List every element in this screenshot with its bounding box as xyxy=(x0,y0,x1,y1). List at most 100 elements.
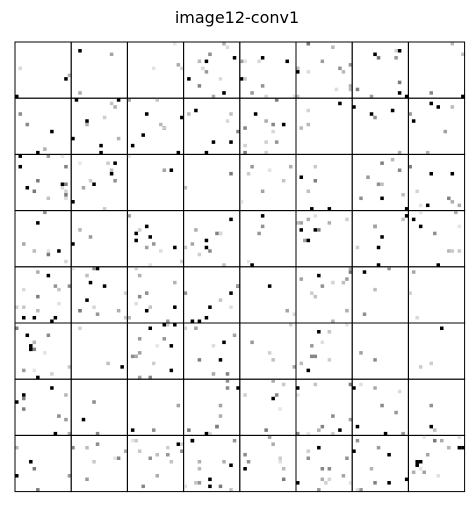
feature-map-2-6 xyxy=(351,153,409,212)
tile-border xyxy=(126,378,185,436)
tile-border xyxy=(351,97,409,155)
activation-pixel xyxy=(109,101,114,106)
activation-pixel xyxy=(461,94,465,99)
activation-pixel xyxy=(29,344,33,348)
activation-pixel xyxy=(81,186,86,190)
activation-pixel xyxy=(432,231,437,236)
activation-pixel xyxy=(43,210,47,215)
activation-pixel xyxy=(306,108,311,113)
tile-border xyxy=(183,378,241,436)
activation-pixel xyxy=(43,147,47,151)
activation-pixel xyxy=(380,196,384,201)
activation-pixel xyxy=(429,403,433,408)
activation-pixel xyxy=(292,94,296,99)
activation-pixel xyxy=(180,449,184,453)
activation-pixel xyxy=(415,463,419,468)
activation-pixel xyxy=(218,403,223,408)
activation-pixel xyxy=(204,431,209,436)
activation-pixel xyxy=(243,59,247,64)
activation-pixel xyxy=(25,122,30,127)
activation-pixel xyxy=(229,217,233,222)
feature-map-7-4 xyxy=(239,434,297,493)
activation-pixel xyxy=(57,301,61,306)
feature-map-6-6 xyxy=(351,378,409,436)
activation-pixel xyxy=(208,431,212,436)
activation-pixel xyxy=(313,354,318,359)
activation-pixel xyxy=(418,365,423,369)
activation-pixel xyxy=(260,214,265,218)
activation-pixel xyxy=(137,337,142,341)
activation-pixel xyxy=(95,266,100,271)
activation-pixel xyxy=(334,87,339,92)
activation-pixel xyxy=(173,42,177,46)
activation-pixel xyxy=(95,442,100,446)
activation-pixel xyxy=(36,375,40,380)
activation-pixel xyxy=(85,445,89,450)
activation-pixel xyxy=(397,150,402,155)
activation-pixel xyxy=(201,66,205,71)
activation-pixel xyxy=(355,424,360,429)
activation-pixel xyxy=(208,305,212,309)
activation-pixel xyxy=(50,372,54,376)
tile-border xyxy=(239,210,297,268)
activation-pixel xyxy=(450,105,455,109)
activation-pixel xyxy=(204,315,209,320)
activation-pixel xyxy=(236,129,240,134)
activation-pixel xyxy=(22,396,26,401)
activation-pixel xyxy=(359,382,363,387)
activation-pixel xyxy=(50,386,54,390)
tile-border xyxy=(126,153,185,212)
activation-pixel xyxy=(130,143,135,148)
activation-pixel xyxy=(71,136,75,141)
activation-pixel xyxy=(116,308,121,313)
activation-pixel xyxy=(306,217,311,222)
activation-pixel xyxy=(208,52,212,57)
activation-pixel xyxy=(327,467,332,471)
activation-pixel xyxy=(320,477,325,482)
activation-pixel xyxy=(127,154,131,158)
activation-pixel xyxy=(408,164,412,169)
activation-pixel xyxy=(341,474,346,478)
activation-pixel xyxy=(120,365,124,369)
activation-pixel xyxy=(197,358,202,362)
activation-pixel xyxy=(190,242,195,246)
activation-pixel xyxy=(113,178,117,183)
activation-pixel xyxy=(401,193,405,197)
activation-pixel xyxy=(306,368,311,373)
activation-pixel xyxy=(306,238,311,243)
activation-pixel xyxy=(348,382,353,387)
activation-pixel xyxy=(36,221,40,225)
activation-pixel xyxy=(236,284,240,288)
activation-pixel xyxy=(320,340,325,345)
feature-map-7-2 xyxy=(126,434,185,493)
activation-pixel xyxy=(57,249,61,253)
activation-pixel xyxy=(447,445,451,450)
feature-map-1-3 xyxy=(183,97,241,155)
activation-pixel xyxy=(401,217,405,222)
activation-pixel xyxy=(373,287,377,292)
activation-pixel xyxy=(53,284,58,288)
tile-border xyxy=(126,266,185,324)
activation-pixel xyxy=(359,196,363,201)
activation-pixel xyxy=(232,56,237,60)
activation-pixel xyxy=(317,428,321,432)
activation-pixel xyxy=(306,431,311,436)
activation-pixel xyxy=(288,323,293,327)
activation-pixel xyxy=(229,291,233,295)
activation-pixel xyxy=(116,136,121,141)
activation-pixel xyxy=(366,175,370,179)
feature-map-3-6 xyxy=(351,210,409,268)
feature-map-5-3 xyxy=(183,322,241,380)
feature-map-3-1 xyxy=(70,210,128,268)
activation-pixel xyxy=(415,189,419,194)
tile-border xyxy=(407,266,466,324)
tile-border xyxy=(351,266,409,324)
activation-pixel xyxy=(306,456,311,460)
activation-pixel xyxy=(46,333,51,338)
activation-pixel xyxy=(229,305,233,309)
activation-pixel xyxy=(130,428,135,432)
activation-pixel xyxy=(345,277,349,281)
activation-pixel xyxy=(250,164,254,169)
activation-pixel xyxy=(166,319,170,323)
activation-pixel xyxy=(173,245,177,250)
